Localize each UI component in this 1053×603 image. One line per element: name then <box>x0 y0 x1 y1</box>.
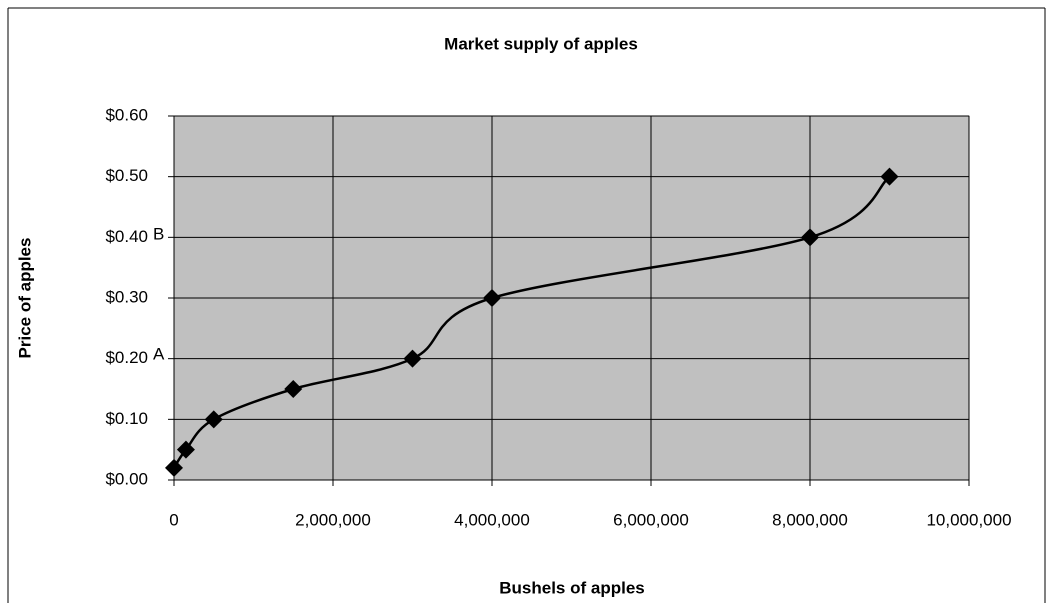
x-axis-label: Bushels of apples <box>499 578 644 597</box>
data-point <box>483 289 501 307</box>
annotation: A <box>153 344 165 363</box>
y-tick-label: $0.50 <box>105 166 148 185</box>
data-point <box>284 380 303 398</box>
data-point <box>165 458 183 477</box>
y-tick-label: $0.30 <box>105 287 148 306</box>
x-tick-label: 2,000,000 <box>295 510 371 529</box>
x-tick-label: 4,000,000 <box>454 510 530 529</box>
data-point <box>880 167 899 186</box>
y-tick-label: $0.60 <box>105 105 148 124</box>
x-tick-label: 8,000,000 <box>772 510 848 529</box>
y-tick-label: $0.10 <box>105 409 148 428</box>
chart-title: Market supply of apples <box>444 34 638 53</box>
x-tick-label: 6,000,000 <box>613 510 689 529</box>
y-tick-label: $0.20 <box>105 348 148 367</box>
data-point <box>176 440 195 459</box>
x-tick-label: 10,000,000 <box>926 510 1011 529</box>
data-point <box>801 228 819 247</box>
y-axis-label: Price of apples <box>15 238 34 359</box>
data-point <box>204 410 223 429</box>
data-point <box>403 349 422 368</box>
y-tick-label: $0.40 <box>105 227 148 246</box>
x-tick-label: 0 <box>169 510 178 529</box>
y-tick-label: $0.00 <box>105 469 148 488</box>
annotation: B <box>153 224 164 243</box>
